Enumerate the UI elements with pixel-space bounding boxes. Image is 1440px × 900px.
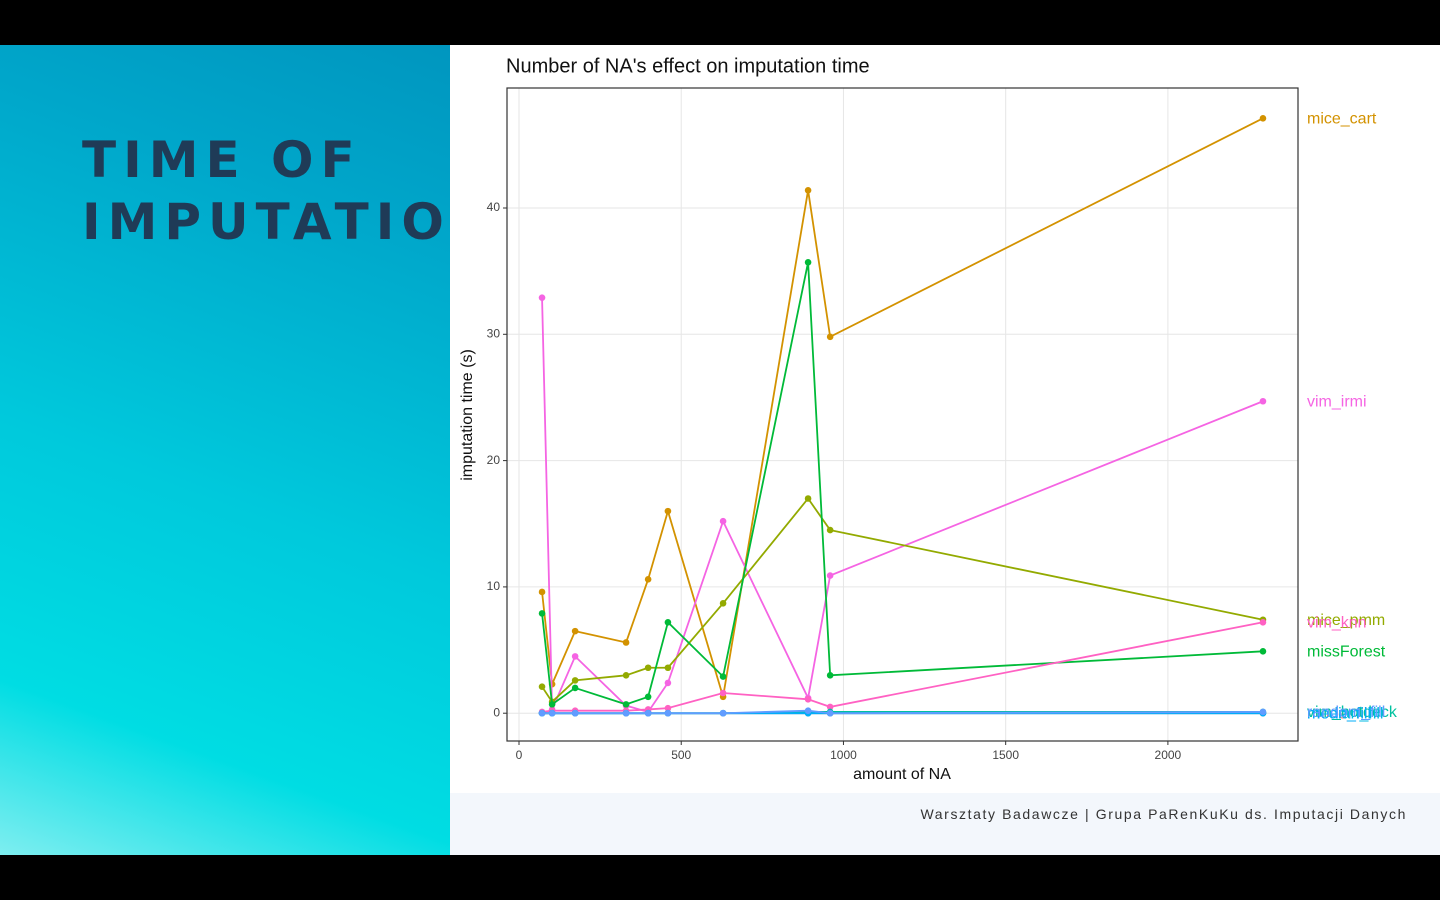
series-label: vim_irmi <box>1307 393 1367 410</box>
data-point <box>622 639 630 646</box>
data-point <box>664 618 672 626</box>
chart: Number of NA's effect on imputation time… <box>459 55 1398 783</box>
data-point <box>1259 397 1267 405</box>
slide-title: TIME OF IMPUTATION <box>82 131 500 251</box>
data-point <box>538 588 546 596</box>
y-tick-label: 0 <box>493 705 500 719</box>
data-point <box>664 704 672 712</box>
data-point <box>804 707 812 714</box>
footer: Warsztaty Badawcze | Grupa PaRenKuKu ds.… <box>450 793 1440 855</box>
x-tick-label: 500 <box>671 748 691 762</box>
data-point <box>826 333 834 341</box>
series-label: mice_pmm <box>1307 612 1385 629</box>
data-point <box>826 526 834 534</box>
data-point <box>804 495 812 502</box>
data-point <box>538 709 546 717</box>
data-point <box>826 709 834 717</box>
data-point <box>571 653 579 660</box>
data-point <box>644 693 652 701</box>
series-label: mice_cart <box>1307 111 1377 128</box>
data-point <box>664 664 672 672</box>
x-axis-label: amount of NA <box>853 766 951 783</box>
series-line <box>542 709 1263 715</box>
data-point <box>571 677 579 684</box>
data-point <box>1259 708 1267 716</box>
data-point <box>548 701 556 708</box>
data-point <box>826 672 834 679</box>
series-line <box>541 117 1264 698</box>
x-tick-label: 1500 <box>992 748 1019 762</box>
data-point <box>719 517 727 525</box>
data-point <box>804 259 812 266</box>
data-point <box>826 572 834 579</box>
y-tick-label: 10 <box>487 579 501 593</box>
data-point <box>719 689 727 697</box>
x-tick-label: 1000 <box>830 748 857 762</box>
data-point <box>571 709 579 717</box>
series-label: vim_hotdeck <box>1307 704 1398 721</box>
series-line <box>541 496 1264 704</box>
data-point <box>538 610 546 617</box>
series-label: mode_fill <box>1307 705 1371 722</box>
series-label: mean_fill <box>1307 705 1371 722</box>
data-point <box>826 703 834 711</box>
data-point <box>644 709 652 717</box>
series-line <box>541 262 1264 706</box>
data-point <box>548 709 556 717</box>
data-point <box>622 709 630 717</box>
y-axis-label: imputation time (s) <box>459 349 476 481</box>
series-line <box>541 297 1264 713</box>
series-line <box>541 621 1264 713</box>
data-point <box>1259 648 1267 655</box>
series-label: vim_knn <box>1307 614 1367 631</box>
data-point <box>571 627 579 635</box>
plot-frame <box>506 87 1299 742</box>
data-point <box>664 679 672 687</box>
y-tick-label: 40 <box>487 200 501 214</box>
data-point <box>538 294 546 301</box>
data-point <box>719 709 727 717</box>
content-panel: Number of NA's effect on imputation time… <box>450 45 1440 855</box>
x-tick-label: 0 <box>516 748 523 762</box>
data-point <box>538 683 546 690</box>
data-point <box>622 672 630 679</box>
data-point <box>1259 618 1267 626</box>
series-label: missForest <box>1307 644 1386 661</box>
data-point <box>664 507 672 515</box>
data-point <box>719 600 727 607</box>
y-tick-label: 20 <box>487 453 501 467</box>
data-point <box>644 576 652 583</box>
data-point <box>664 709 672 717</box>
data-point <box>1259 115 1267 122</box>
footer-text: Warsztaty Badawcze | Grupa PaRenKuKu ds.… <box>920 806 1407 822</box>
data-point <box>804 187 812 194</box>
chart-title: Number of NA's effect on imputation time <box>506 55 870 77</box>
data-point <box>571 684 579 692</box>
series-label: median_fill <box>1307 705 1383 722</box>
data-point <box>622 701 630 708</box>
series-label: random_fill <box>1307 704 1385 721</box>
data-point <box>644 664 652 672</box>
y-tick-label: 30 <box>487 326 501 340</box>
x-tick-label: 2000 <box>1155 748 1182 762</box>
data-point <box>719 673 727 680</box>
data-point <box>804 696 812 703</box>
title-panel: TIME OF IMPUTATION <box>0 45 500 855</box>
